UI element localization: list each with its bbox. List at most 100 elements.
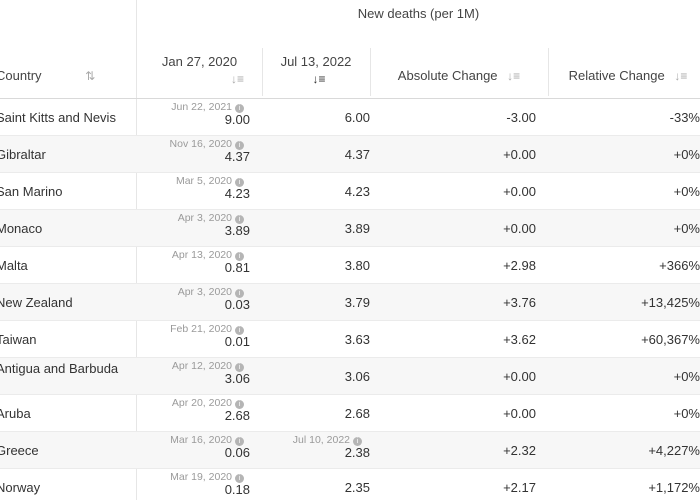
end-value: 3.89 <box>344 221 370 236</box>
absolute-change-value: +3.62 <box>503 332 536 347</box>
end-value-cell: 3.06 <box>250 358 370 395</box>
start-value-cell: Apr 12, 2020 i 3.06 <box>137 358 250 395</box>
start-date-label: Apr 13, 2020 <box>171 249 232 261</box>
country-name: Greece <box>0 443 39 458</box>
end-value-cell: 3.89 <box>250 210 370 247</box>
country-column-header[interactable]: Country ⇅ <box>0 46 126 98</box>
table-body: Saint Kitts and Nevis Jun 22, 2021 i 9.00… <box>0 99 700 500</box>
end-header-label: Jul 13, 2022 <box>280 54 352 69</box>
start-value-cell: Feb 21, 2020 i 0.01 <box>137 321 250 358</box>
start-value: 0.18 <box>224 482 250 497</box>
end-value-cell: 4.37 <box>250 136 370 173</box>
relative-change-value: +4,227% <box>648 443 700 458</box>
start-date-label: Mar 5, 2020 <box>175 175 232 187</box>
start-value-cell: Apr 3, 2020 i 0.03 <box>137 284 250 321</box>
column-divider <box>136 0 137 500</box>
country-name: Gibraltar <box>0 147 46 162</box>
info-icon[interactable]: i <box>235 104 244 113</box>
info-icon[interactable]: i <box>235 178 244 187</box>
table-row: Malta Apr 13, 2020 i 0.81 3.80 +2.98 +366… <box>0 247 700 284</box>
sort-icon[interactable]: ↓≡ <box>507 69 521 83</box>
start-date-label: Jun 22, 2021 <box>171 101 232 113</box>
country-name: Norway <box>0 480 41 495</box>
country-name: Saint Kitts and Nevis <box>0 110 116 125</box>
table-row: San Marino Mar 5, 2020 i 4.23 4.23 +0.00 … <box>0 173 700 210</box>
table-row: Antigua and Barbuda Apr 12, 2020 i 3.06 3… <box>0 358 700 395</box>
end-value-cell: 3.79 <box>250 284 370 321</box>
absolute-change-value: +2.32 <box>503 443 536 458</box>
start-date-label: Feb 21, 2020 <box>170 323 232 335</box>
abs-header-label: Absolute Change <box>397 68 498 83</box>
absolute-change-value: +3.76 <box>503 295 536 310</box>
sort-desc-icon[interactable]: ↓≡ <box>312 72 326 86</box>
info-icon[interactable]: i <box>235 252 244 261</box>
country-name: Malta <box>0 258 28 273</box>
country-header-label: Country <box>0 68 42 83</box>
info-icon[interactable]: i <box>235 326 244 335</box>
info-icon[interactable]: i <box>235 400 244 409</box>
table-row: Monaco Apr 3, 2020 i 3.89 3.89 +0.00 +0% <box>0 210 700 247</box>
end-value: 4.23 <box>344 184 370 199</box>
absolute-change-value: +0.00 <box>503 184 536 199</box>
table-row: Norway Mar 19, 2020 i 0.18 2.35 +2.17 +1,… <box>0 469 700 500</box>
info-icon[interactable]: i <box>235 215 244 224</box>
table-row: New Zealand Apr 3, 2020 i 0.03 3.79 +3.76… <box>0 284 700 321</box>
info-icon[interactable]: i <box>235 437 244 446</box>
sort-icon[interactable]: ⇅ <box>85 69 96 83</box>
start-date-label: Apr 3, 2020 <box>177 286 232 298</box>
relative-change-value: +1,172% <box>648 480 700 495</box>
end-value-cell: 3.63 <box>250 321 370 358</box>
absolute-change-value: +2.17 <box>503 480 536 495</box>
start-value-cell: Mar 19, 2020 i 0.18 <box>137 469 250 500</box>
absolute-change-value: +0.00 <box>503 147 536 162</box>
end-value-cell: 2.35 <box>250 469 370 500</box>
end-value: 4.37 <box>344 147 370 162</box>
start-value: 0.06 <box>224 445 250 460</box>
absolute-change-value: +0.00 <box>503 369 536 384</box>
country-name: Antigua and Barbuda <box>0 361 119 376</box>
country-name: Aruba <box>0 406 31 421</box>
absolute-change-column-header[interactable]: Absolute Change ↓≡ <box>370 46 548 98</box>
country-name: Monaco <box>0 221 43 236</box>
sort-icon[interactable]: ↓≡ <box>230 72 244 86</box>
start-value: 4.23 <box>224 186 250 201</box>
start-value: 3.06 <box>224 371 250 386</box>
relative-change-column-header[interactable]: Relative Change ↓≡ <box>548 46 700 98</box>
absolute-change-value: +0.00 <box>503 406 536 421</box>
end-value-cell: 2.68 <box>250 395 370 432</box>
end-value-cell: Jul 10, 2022 i 2.38 <box>250 432 370 469</box>
info-icon[interactable]: i <box>235 474 244 483</box>
start-date-label: Mar 16, 2020 <box>170 434 232 446</box>
info-icon[interactable]: i <box>353 437 362 446</box>
start-value: 3.89 <box>224 223 250 238</box>
info-icon[interactable]: i <box>235 141 244 150</box>
start-value-cell: Nov 16, 2020 i 4.37 <box>137 136 250 173</box>
start-date-label: Apr 20, 2020 <box>171 397 232 409</box>
column-divider <box>262 48 263 96</box>
start-value: 0.03 <box>224 297 250 312</box>
relative-change-value: -33% <box>669 110 700 125</box>
end-value: 3.80 <box>344 258 370 273</box>
start-value: 9.00 <box>224 112 250 127</box>
country-name: New Zealand <box>0 295 73 310</box>
end-value: 3.79 <box>344 295 370 310</box>
info-icon[interactable]: i <box>235 289 244 298</box>
start-value-cell: Apr 13, 2020 i 0.81 <box>137 247 250 284</box>
start-date-label: Nov 16, 2020 <box>169 138 232 150</box>
start-value-cell: Mar 5, 2020 i 4.23 <box>137 173 250 210</box>
absolute-change-value: +0.00 <box>503 221 536 236</box>
start-value: 0.01 <box>224 334 250 349</box>
absolute-change-value: -3.00 <box>506 110 536 125</box>
country-name: San Marino <box>0 184 63 199</box>
absolute-change-value: +2.98 <box>503 258 536 273</box>
end-date-column-header[interactable]: Jul 13, 2022 ↓≡ <box>262 46 370 98</box>
column-divider <box>548 48 549 96</box>
sort-icon[interactable]: ↓≡ <box>674 69 688 83</box>
start-value: 4.37 <box>224 149 250 164</box>
column-group-header: New deaths (per 1M) <box>137 0 700 40</box>
relative-change-value: +0% <box>673 147 700 162</box>
info-icon[interactable]: i <box>235 363 244 372</box>
relative-change-value: +60,367% <box>641 332 700 347</box>
start-date-column-header[interactable]: Jan 27, 2020 ↓≡ <box>137 46 262 98</box>
